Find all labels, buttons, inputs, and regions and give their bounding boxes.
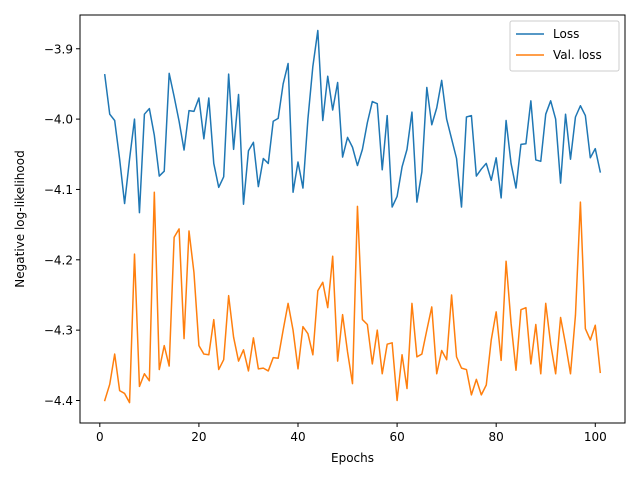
x-tick-label: 20 xyxy=(191,430,206,444)
y-axis-label: Negative log-likelihood xyxy=(13,150,27,287)
x-tick-label: 80 xyxy=(489,430,504,444)
x-tick-label: 60 xyxy=(389,430,404,444)
x-axis-ticks: 0 20 40 60 80 100 xyxy=(96,423,607,444)
plot-frame xyxy=(79,14,626,424)
y-tick-label: −4.3 xyxy=(44,324,73,338)
x-tick-label: 0 xyxy=(96,430,104,444)
plot-lines xyxy=(103,29,602,404)
x-tick-label: 100 xyxy=(584,430,607,444)
y-tick-label: −4.4 xyxy=(44,394,73,408)
y-tick-label: −3.9 xyxy=(44,42,73,56)
legend-label-val-loss: Val. loss xyxy=(553,48,602,62)
legend-label-loss: Loss xyxy=(553,27,579,41)
y-tick-label: −4.1 xyxy=(44,183,73,197)
y-tick-label: −4.0 xyxy=(44,113,73,127)
legend: Loss Val. loss xyxy=(509,20,620,72)
series-line-val-loss xyxy=(103,191,602,404)
x-tick-label: 40 xyxy=(290,430,305,444)
y-axis-ticks: −4.4 −4.3 −4.2 −4.1 −4.0 −3.9 xyxy=(44,42,80,408)
y-tick-label: −4.2 xyxy=(44,253,73,267)
x-axis-label: Epochs xyxy=(331,451,374,465)
series-line-loss xyxy=(103,29,602,214)
